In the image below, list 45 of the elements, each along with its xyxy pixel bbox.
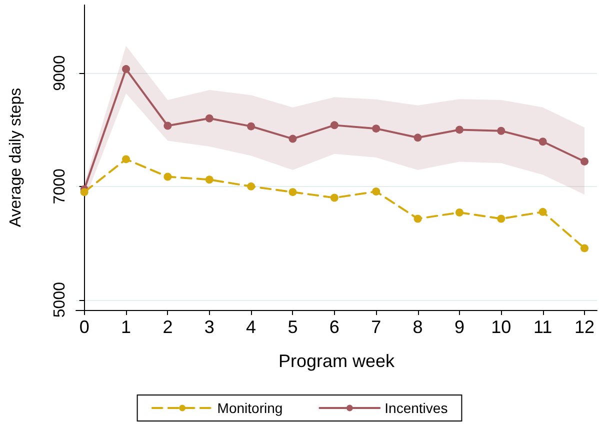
point	[538, 138, 547, 146]
point	[330, 194, 338, 202]
point	[164, 122, 172, 130]
point	[414, 214, 422, 223]
point	[205, 176, 214, 184]
point	[330, 121, 338, 130]
point	[580, 157, 588, 166]
point	[372, 124, 380, 133]
y-tick-label: 9000	[52, 55, 68, 91]
point	[164, 172, 172, 181]
point	[122, 65, 130, 74]
point	[580, 244, 588, 252]
point	[205, 114, 214, 122]
x-axis-title: Program week	[278, 351, 396, 371]
x-tick-label: 9	[454, 317, 464, 337]
x-tick-label: 0	[79, 317, 90, 337]
legend-label: Incentives	[384, 400, 448, 416]
point	[497, 126, 506, 135]
x-tick-label: 1	[121, 317, 132, 337]
point	[538, 208, 547, 216]
point	[455, 126, 464, 134]
legend-label: Monitoring	[217, 400, 283, 416]
point	[122, 155, 130, 164]
x-tick-label: 2	[162, 317, 173, 337]
point	[288, 188, 297, 196]
point	[288, 134, 297, 143]
x-tick-label: 10	[491, 317, 512, 337]
x-tick-label: 3	[204, 317, 214, 337]
x-tick-label: 6	[329, 317, 340, 337]
x-tick-label: 12	[574, 317, 595, 337]
point	[247, 182, 256, 190]
y-axis-title: Average daily steps	[8, 88, 24, 228]
x-tick-label: 8	[412, 317, 423, 337]
point	[414, 134, 422, 142]
x-tick-label: 4	[246, 317, 256, 337]
y-tick-label: 7000	[52, 168, 68, 204]
y-tick-label: 5000	[52, 282, 68, 318]
point	[247, 122, 256, 130]
x-tick-label: 11	[533, 317, 552, 337]
point	[455, 208, 464, 216]
point	[497, 214, 506, 223]
point	[372, 188, 380, 196]
point	[80, 188, 88, 196]
x-tick-label: 5	[288, 317, 298, 337]
x-tick-label: 7	[371, 317, 382, 337]
